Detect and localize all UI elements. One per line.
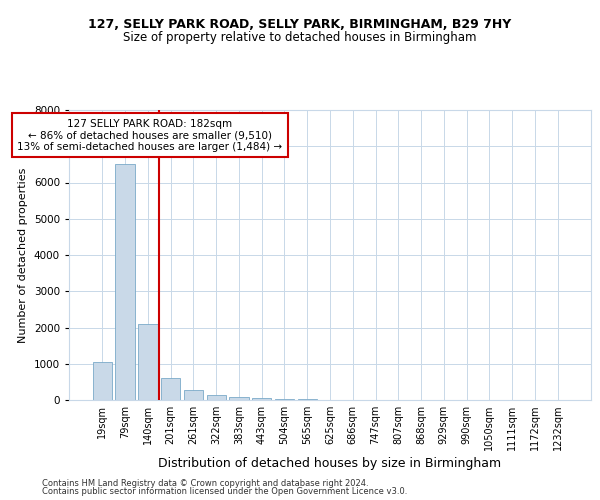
Bar — [115, 164, 135, 400]
Bar — [229, 397, 248, 400]
Y-axis label: Number of detached properties: Number of detached properties — [18, 168, 28, 342]
Bar — [206, 394, 226, 400]
Bar — [275, 398, 294, 400]
Bar — [252, 398, 271, 400]
X-axis label: Distribution of detached houses by size in Birmingham: Distribution of detached houses by size … — [158, 458, 502, 470]
Text: Contains HM Land Registry data © Crown copyright and database right 2024.: Contains HM Land Registry data © Crown c… — [42, 478, 368, 488]
Text: Contains public sector information licensed under the Open Government Licence v3: Contains public sector information licen… — [42, 487, 407, 496]
Bar — [138, 324, 158, 400]
Bar — [93, 362, 112, 400]
Text: 127 SELLY PARK ROAD: 182sqm
← 86% of detached houses are smaller (9,510)
13% of : 127 SELLY PARK ROAD: 182sqm ← 86% of det… — [17, 118, 283, 152]
Text: 127, SELLY PARK ROAD, SELLY PARK, BIRMINGHAM, B29 7HY: 127, SELLY PARK ROAD, SELLY PARK, BIRMIN… — [88, 18, 512, 30]
Bar — [184, 390, 203, 400]
Bar — [161, 378, 181, 400]
Text: Size of property relative to detached houses in Birmingham: Size of property relative to detached ho… — [123, 31, 477, 44]
